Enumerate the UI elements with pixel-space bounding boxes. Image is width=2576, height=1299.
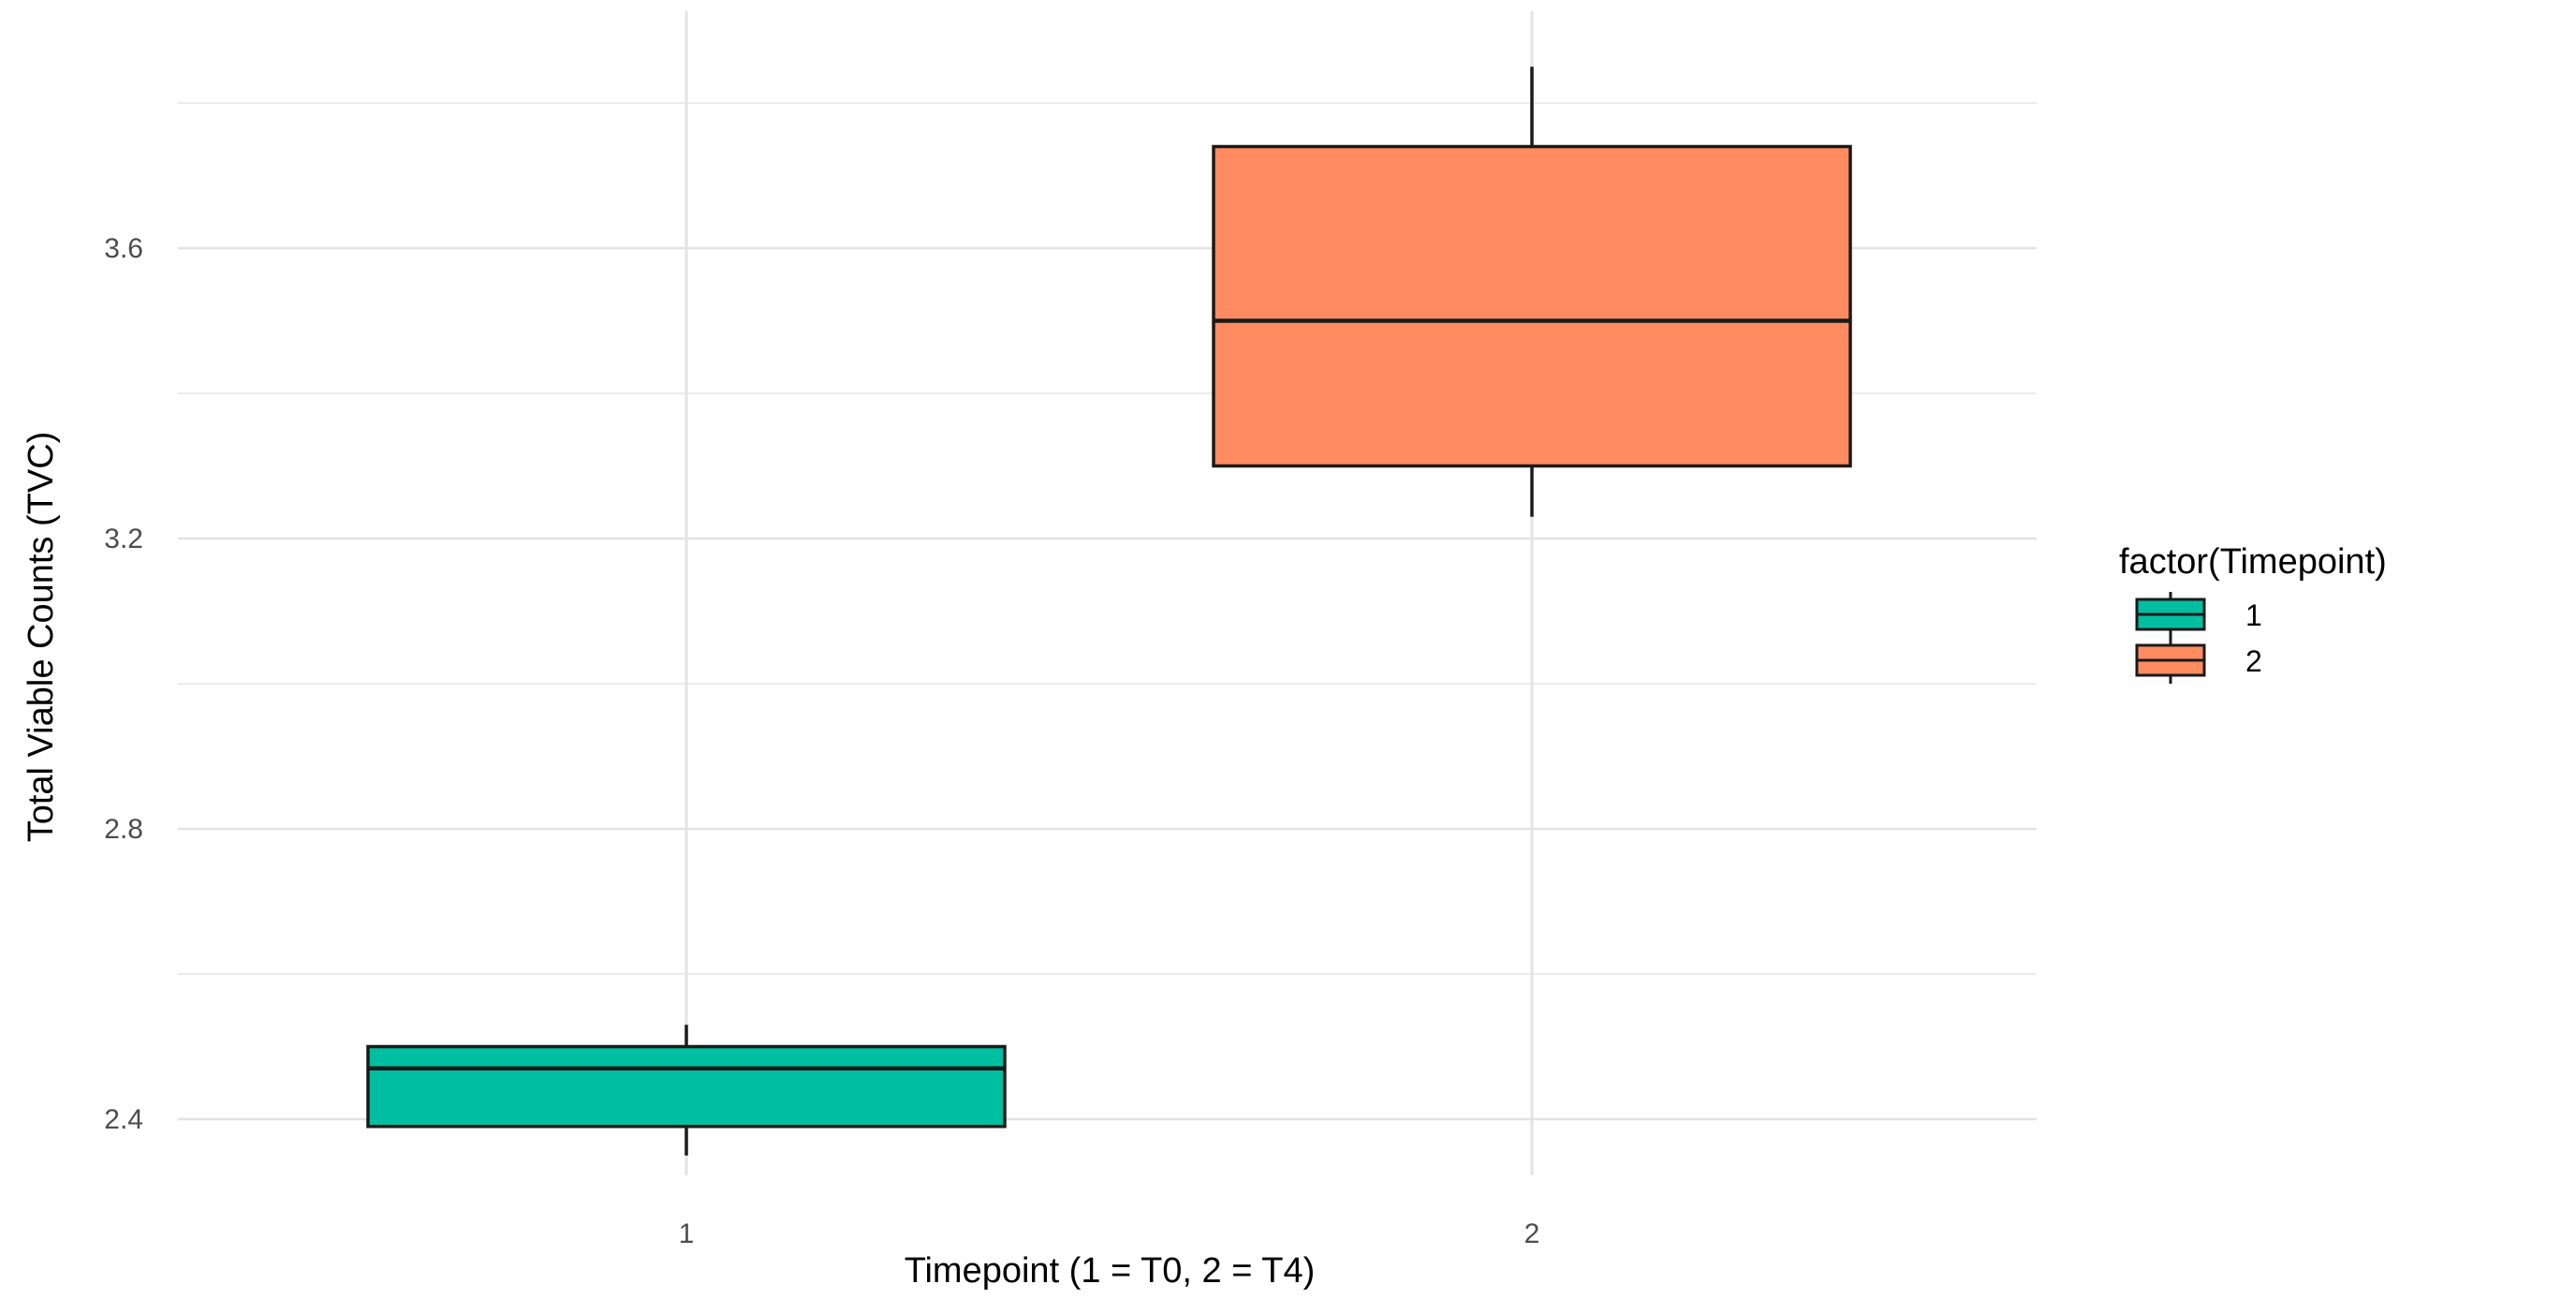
legend-title: factor(Timepoint) (2119, 542, 2387, 582)
y-axis-title: Total Viable Counts (TVC) (22, 432, 61, 843)
y-tick-label: 2.8 (104, 814, 143, 845)
box-2 (1212, 66, 1852, 517)
iqr-box (366, 1044, 1007, 1129)
x-axis-title: Timepoint (1 = T0, 2 = T4) (905, 1251, 1316, 1291)
legend-label: 2 (2245, 644, 2262, 678)
y-tick-label: 3.6 (104, 233, 143, 264)
iqr-box (1212, 144, 1852, 468)
legend-entries: 12 (2135, 592, 2262, 684)
legend-entry-1: 1 (2135, 592, 2262, 638)
legend: factor(Timepoint) 12 (2119, 542, 2387, 684)
x-tick-label: 1 (679, 1218, 695, 1249)
x-tick-label: 2 (1524, 1218, 1540, 1249)
legend-entry-2: 2 (2135, 638, 2262, 684)
y-tick-label: 3.2 (104, 524, 143, 554)
box-series (366, 66, 1852, 1156)
y-axis-tick-labels: 2.4 2.8 3.2 3.6 (104, 233, 143, 1135)
y-tick-label: 2.4 (104, 1104, 143, 1135)
box-1 (366, 1025, 1007, 1156)
legend-label: 1 (2245, 598, 2262, 632)
